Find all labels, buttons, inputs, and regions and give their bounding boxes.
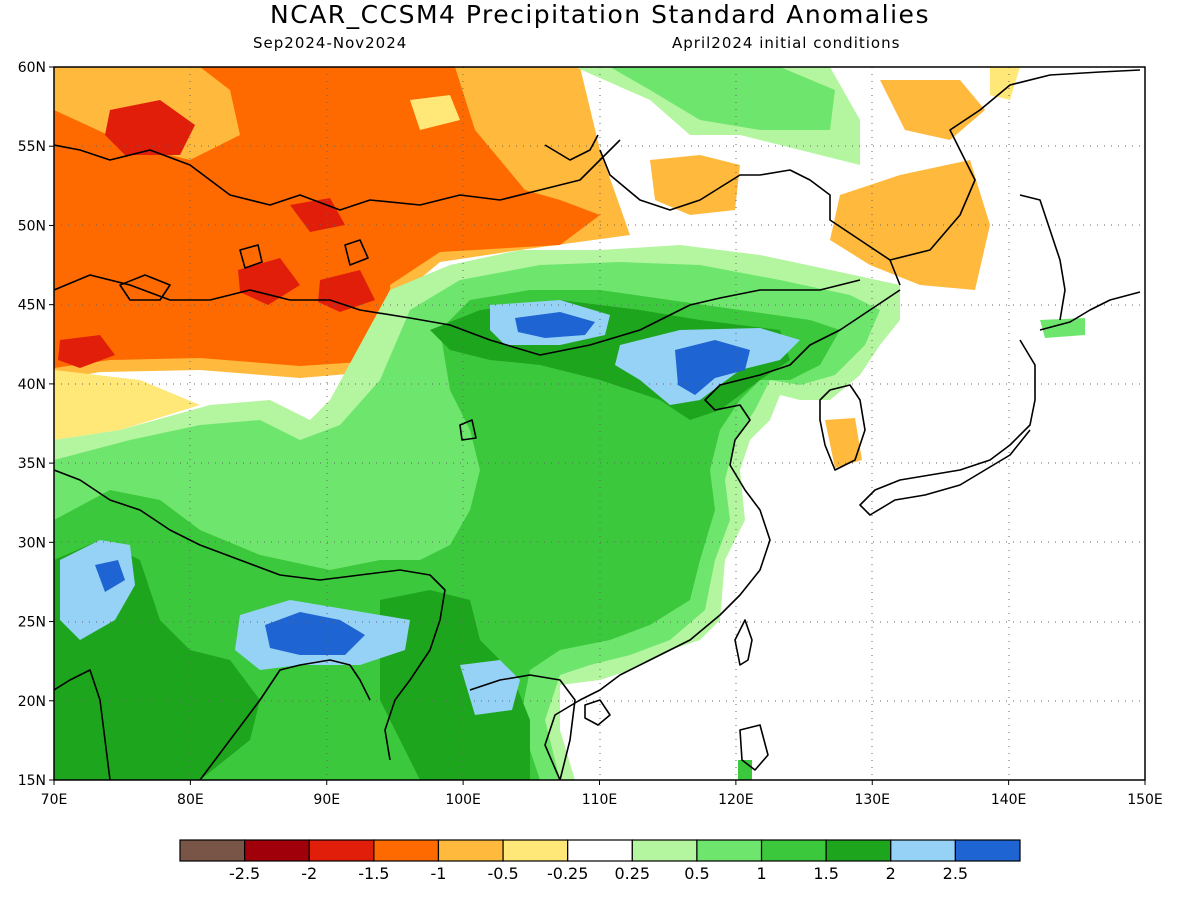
colorbar-label: -1.5 — [358, 864, 389, 883]
lon-tick-label: 100E — [445, 792, 481, 808]
colorbar-swatch — [567, 839, 633, 862]
longitude-tick-labels: 70E 80E 90E 100E 110E 120E 130E 140E 150E — [41, 780, 1163, 808]
colorbar-label: 1.5 — [813, 864, 838, 883]
lat-tick-label: 45N — [18, 298, 46, 314]
colorbar-swatch — [502, 839, 569, 862]
map-title: NCAR_CCSM4 Precipitation Standard Anomal… — [270, 0, 930, 29]
colorbar-swatch — [954, 839, 1021, 862]
colorbar-label: -0.25 — [547, 864, 588, 883]
colorbar-label: -0.5 — [487, 864, 518, 883]
lat-tick-label: 20N — [18, 694, 46, 710]
colorbar-label: -1 — [430, 864, 446, 883]
lat-tick-label: 55N — [18, 139, 46, 155]
colorbar-swatch — [308, 839, 375, 862]
lat-tick-label: 40N — [18, 377, 46, 393]
initial-conditions: April2024 initial conditions — [672, 34, 901, 52]
lon-tick-label: 130E — [854, 792, 890, 808]
coastlines-and-borders — [54, 69, 1141, 780]
colorbar-label: 1 — [756, 864, 766, 883]
lon-tick-label: 80E — [177, 792, 204, 808]
colorbar-swatch — [179, 839, 246, 862]
colorbar-label: 2.5 — [943, 864, 968, 883]
colorbar-swatch — [244, 839, 310, 862]
colorbar-swatch — [890, 839, 956, 862]
colorbar-swatch — [437, 839, 504, 862]
lat-tick-label: 50N — [18, 218, 46, 234]
colorbar-label: 0.5 — [684, 864, 709, 883]
lon-tick-label: 140E — [991, 792, 1027, 808]
colorbar-label: -2 — [301, 864, 317, 883]
lon-tick-label: 70E — [41, 792, 68, 808]
colorbar-swatch — [696, 839, 763, 862]
lat-tick-label: 15N — [18, 773, 46, 789]
colorbar-swatch — [760, 839, 827, 862]
lon-tick-label: 110E — [582, 792, 618, 808]
lat-tick-label: 60N — [18, 60, 46, 76]
lon-tick-label: 120E — [718, 792, 754, 808]
colorbar-swatch — [631, 839, 698, 862]
lat-tick-label: 35N — [18, 456, 46, 472]
colorbar-label: 0.25 — [614, 864, 650, 883]
colorbar-swatch — [373, 839, 440, 862]
colorbar-swatch — [825, 839, 892, 862]
colorbar-label: -2.5 — [229, 864, 260, 883]
anomaly-field — [54, 67, 1145, 780]
lat-tick-label: 25N — [18, 615, 46, 631]
lon-tick-label: 150E — [1127, 792, 1163, 808]
colorbar: -2.5 -2 -1.5 -1 -0.5 -0.25 0.25 0.5 1 1.5 2 2.5 — [179, 839, 1021, 883]
colorbar-label: 2 — [886, 864, 896, 883]
lat-tick-label: 30N — [18, 535, 46, 551]
lon-tick-label: 90E — [313, 792, 340, 808]
latitude-tick-labels: 60N 55N 50N 45N 40N 35N 30N 25N 20N 15N — [18, 60, 54, 789]
forecast-period: Sep2024-Nov2024 — [253, 34, 408, 52]
